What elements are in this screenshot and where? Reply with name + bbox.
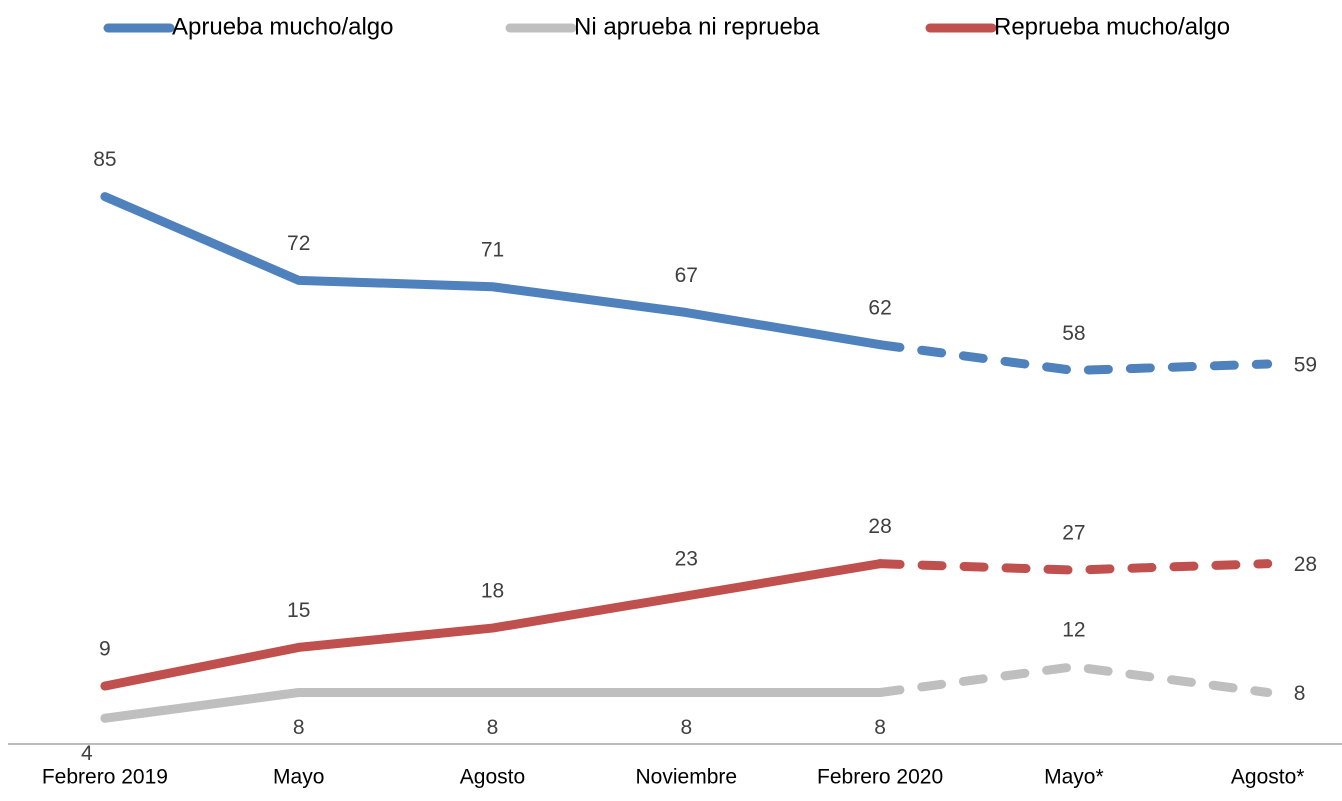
data-label: 8 [487,716,499,739]
x-tick-label: Noviembre [636,766,738,789]
data-label: 18 [481,580,504,603]
data-label: 72 [287,232,310,255]
data-label: 15 [287,599,310,622]
series-line [875,559,1273,575]
series-line [100,687,885,723]
data-label: 67 [675,264,698,287]
series-line [875,340,1273,375]
data-label: 28 [868,515,891,538]
series-line [100,192,885,350]
series-line [875,662,1273,697]
data-label: 8 [680,716,692,739]
x-tick-label: Febrero 2020 [817,766,943,789]
x-tick-label: Agosto* [1231,766,1305,789]
series-line [100,559,885,691]
data-label: 62 [868,296,891,319]
data-label: 12 [1062,618,1085,641]
data-label: 9 [99,638,111,661]
data-label: 85 [93,148,116,171]
data-label: 27 [1062,522,1085,545]
data-label: 8 [874,716,886,739]
x-tick-label: Mayo [273,766,324,789]
data-label: 8 [1294,682,1306,705]
legend-label: Reprueba mucho/algo [994,13,1230,40]
data-label: 59 [1294,354,1317,377]
data-label: 23 [675,547,698,570]
data-label: 4 [81,742,93,765]
legend-label: Ni aprueba ni reprueba [574,13,820,40]
x-tick-label: Mayo* [1044,766,1104,789]
data-label: 58 [1062,322,1085,345]
data-label: 8 [293,716,305,739]
legend-label: Aprueba mucho/algo [172,13,393,40]
data-label: 28 [1294,553,1317,576]
x-tick-label: Agosto [460,766,525,789]
data-label: 71 [481,238,504,261]
x-tick-label: Febrero 2019 [42,766,168,789]
